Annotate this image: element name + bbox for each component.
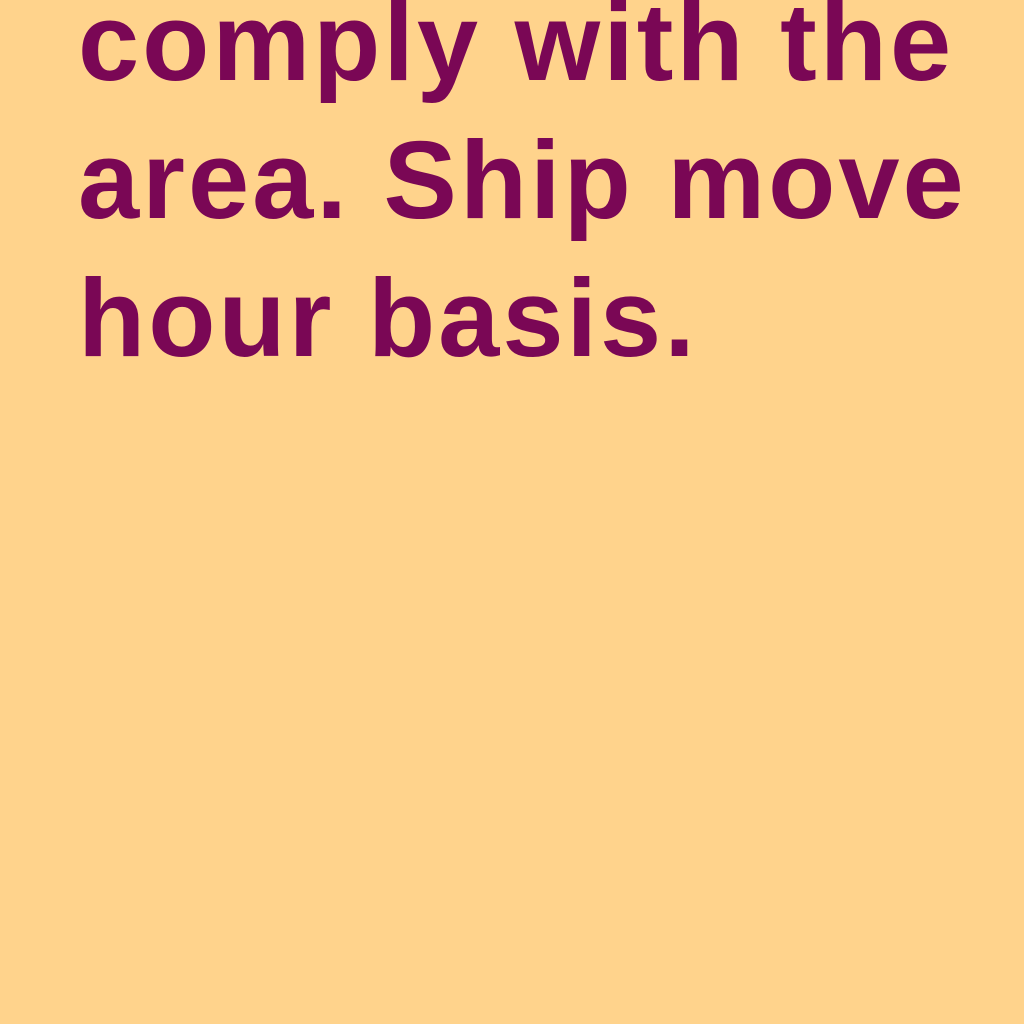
message-text-block: comply with the area. Ship move hour bas… (78, 0, 1024, 388)
message-line-2: area. Ship move (78, 119, 967, 242)
message-line-1: comply with the (78, 0, 955, 104)
message-line-3: hour basis. (78, 257, 698, 380)
